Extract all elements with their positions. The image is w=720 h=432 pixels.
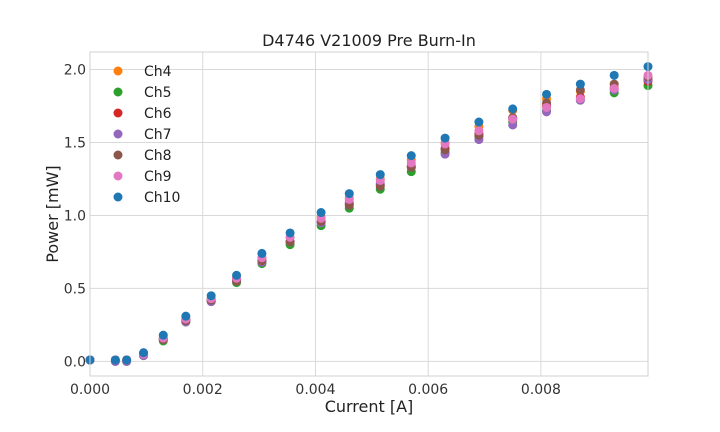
data-point <box>575 94 585 104</box>
data-point <box>206 291 216 301</box>
legend-label: Ch6 <box>144 106 172 122</box>
data-point <box>508 104 518 114</box>
y-tick-label: 1.0 <box>64 208 86 224</box>
legend-label: Ch10 <box>144 190 180 206</box>
plot-background <box>90 52 648 376</box>
data-point <box>474 126 484 136</box>
legend-label: Ch7 <box>144 127 172 143</box>
x-tick-label: 0.006 <box>408 382 448 398</box>
data-point <box>440 133 450 143</box>
legend-marker <box>113 150 123 160</box>
legend-label: Ch9 <box>144 169 172 185</box>
data-point <box>285 228 295 238</box>
legend-marker <box>113 129 123 139</box>
legend: Ch4 Ch5 Ch6 Ch7 Ch8 Ch9 Ch10 <box>113 64 180 206</box>
y-tick-label: 2.0 <box>64 63 86 79</box>
data-point <box>474 117 484 127</box>
x-axis-label: Current [A] <box>325 397 414 416</box>
data-point <box>316 208 326 218</box>
legend-marker <box>113 66 123 76</box>
data-point <box>344 189 354 199</box>
data-point <box>110 355 120 365</box>
plot-frame <box>89 51 649 377</box>
y-tick-label: 0.5 <box>64 281 86 297</box>
y-tick-label: 1.5 <box>64 135 86 151</box>
legend-marker <box>113 192 123 202</box>
legend-marker <box>113 171 123 181</box>
x-tick-label: 0.008 <box>521 382 561 398</box>
data-point <box>609 83 619 93</box>
data-point <box>542 89 552 99</box>
chart-title: D4746 V21009 Pre Burn-In <box>262 31 476 50</box>
legend-marker <box>113 108 123 118</box>
data-point <box>375 170 385 180</box>
data-point <box>139 348 149 358</box>
data-point <box>406 158 416 168</box>
legend-label: Ch4 <box>144 64 172 80</box>
legend-label: Ch5 <box>144 85 172 101</box>
x-tick-label: 0.002 <box>183 382 223 398</box>
x-tick-label: 0.000 <box>70 382 110 398</box>
data-point <box>575 79 585 89</box>
legend-label: Ch8 <box>144 148 172 164</box>
legend-marker <box>113 87 123 97</box>
data-point <box>181 311 191 321</box>
data-point <box>406 151 416 161</box>
data-point <box>232 270 242 280</box>
data-point <box>542 102 552 112</box>
data-point <box>122 355 132 365</box>
series-ch10 <box>85 62 653 365</box>
x-tick-labels: 0.000 0.002 0.004 0.006 0.008 <box>70 382 561 398</box>
y-tick-labels: 0.0 0.5 1.0 1.5 2.0 <box>64 63 86 371</box>
y-tick-label: 0.0 <box>64 354 86 370</box>
data-point <box>158 330 168 340</box>
y-axis-label: Power [mW] <box>43 165 62 262</box>
x-tick-label: 0.004 <box>295 382 335 398</box>
data-point <box>257 248 267 258</box>
grid-lines <box>89 52 648 376</box>
data-point <box>609 70 619 80</box>
data-point <box>508 114 518 124</box>
